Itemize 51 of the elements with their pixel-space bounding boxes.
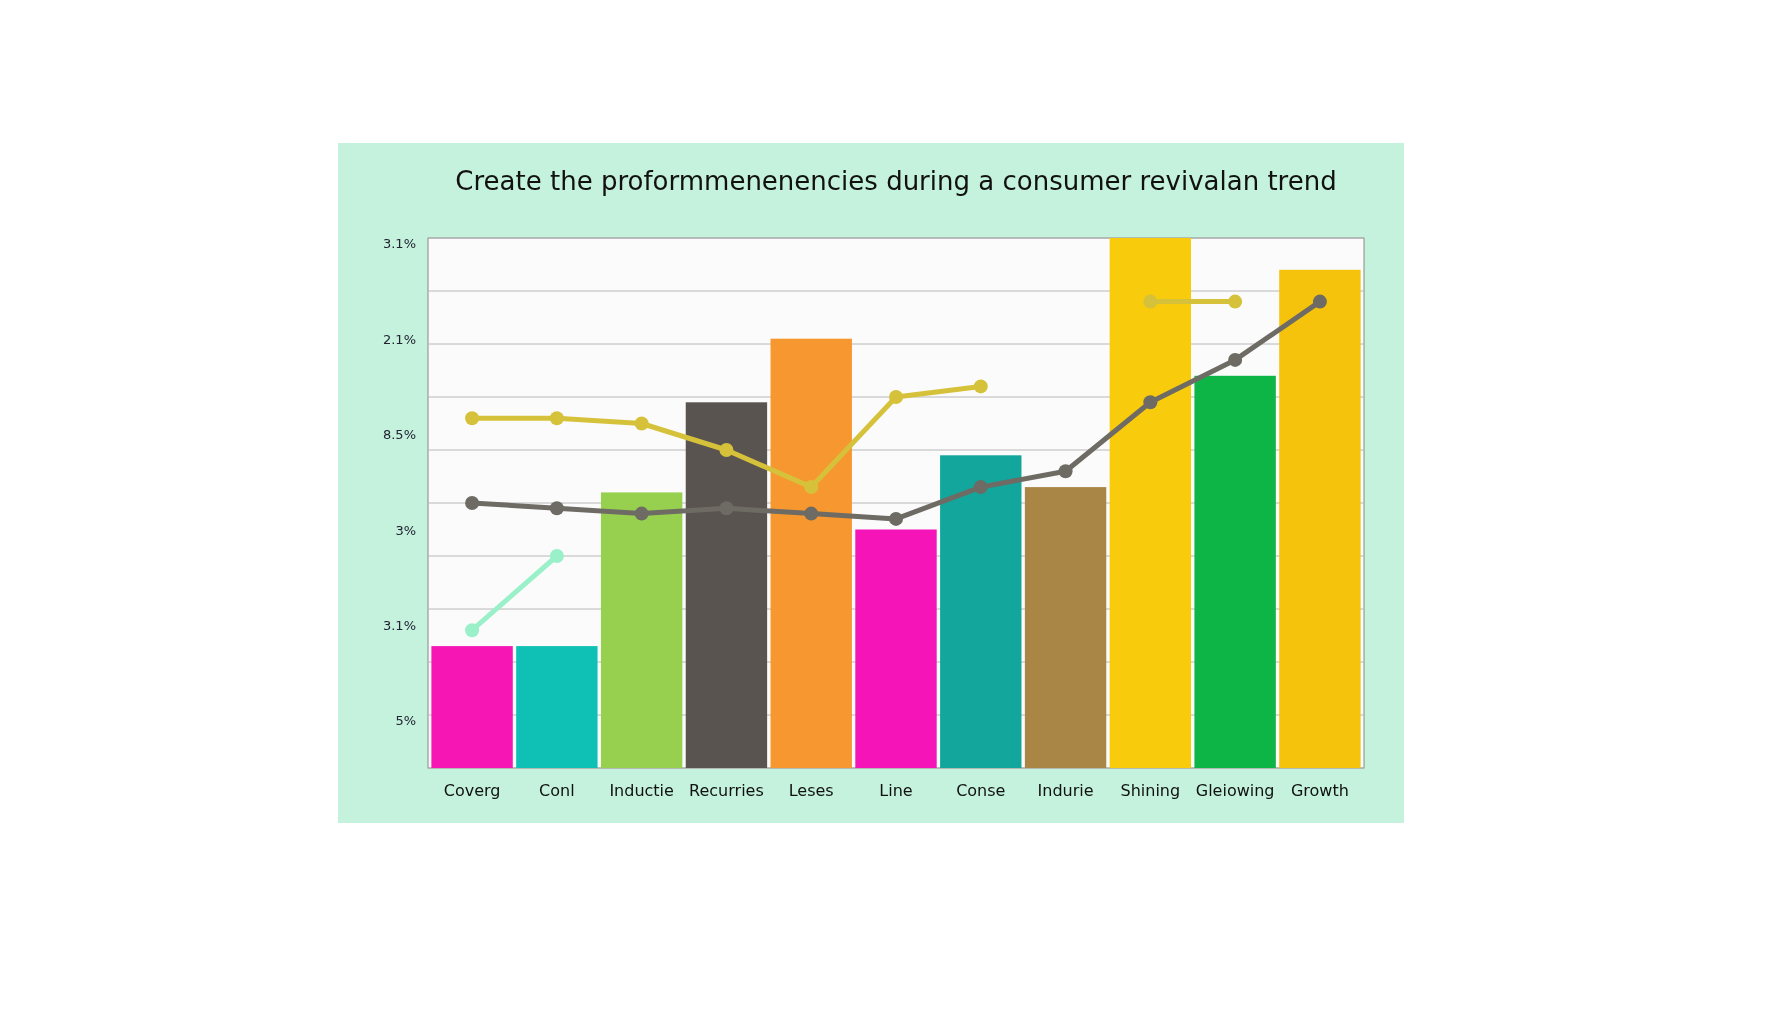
point — [1228, 294, 1243, 309]
point — [1058, 464, 1073, 479]
x-tick-label: Inductie — [609, 781, 674, 800]
text: 3% — [395, 522, 416, 538]
x-tick-label: Conl — [539, 781, 575, 800]
text: 8.5% — [382, 427, 416, 443]
point — [465, 496, 480, 510]
point — [465, 623, 480, 638]
text: 5% — [395, 713, 416, 729]
bar — [1024, 487, 1107, 768]
x-tick-label: Gleiowing — [1195, 781, 1275, 800]
point — [1143, 395, 1158, 410]
point — [634, 506, 649, 521]
point — [549, 501, 564, 516]
text: 3.1% — [382, 236, 416, 252]
point — [634, 416, 649, 431]
point — [973, 480, 988, 495]
x-tick-label: Line — [879, 781, 913, 800]
bar — [855, 529, 937, 768]
chart-title: Create the proformmenenencies during a consumer revivalan trend — [455, 166, 1337, 196]
bar — [770, 338, 852, 768]
point — [1228, 352, 1243, 367]
bar — [1194, 375, 1276, 768]
x-tick-label: Indurie — [1037, 781, 1094, 800]
point — [973, 379, 988, 394]
bar — [1279, 269, 1361, 768]
text: 3.1% — [382, 617, 416, 633]
point — [549, 549, 564, 563]
point — [889, 511, 903, 526]
point — [1143, 294, 1158, 309]
point — [1312, 294, 1327, 309]
bar — [431, 646, 513, 768]
bar — [600, 492, 683, 768]
point — [804, 506, 819, 521]
x-tick-label: Recurries — [689, 781, 764, 800]
point — [804, 480, 819, 495]
x-tick-label: Leses — [788, 781, 834, 800]
point — [465, 411, 480, 426]
point — [889, 390, 903, 404]
bar — [940, 455, 1022, 768]
bar — [685, 402, 768, 768]
bar — [516, 646, 598, 768]
x-tick-label: Growth — [1290, 781, 1349, 800]
point — [549, 411, 564, 426]
text: 2.1% — [382, 331, 416, 347]
x-tick-label: Conse — [956, 781, 1006, 800]
x-tick-label: Coverg — [443, 781, 501, 800]
bar — [1109, 238, 1192, 768]
point — [719, 501, 734, 516]
point — [719, 443, 734, 457]
x-tick-label: Shining — [1120, 781, 1181, 800]
